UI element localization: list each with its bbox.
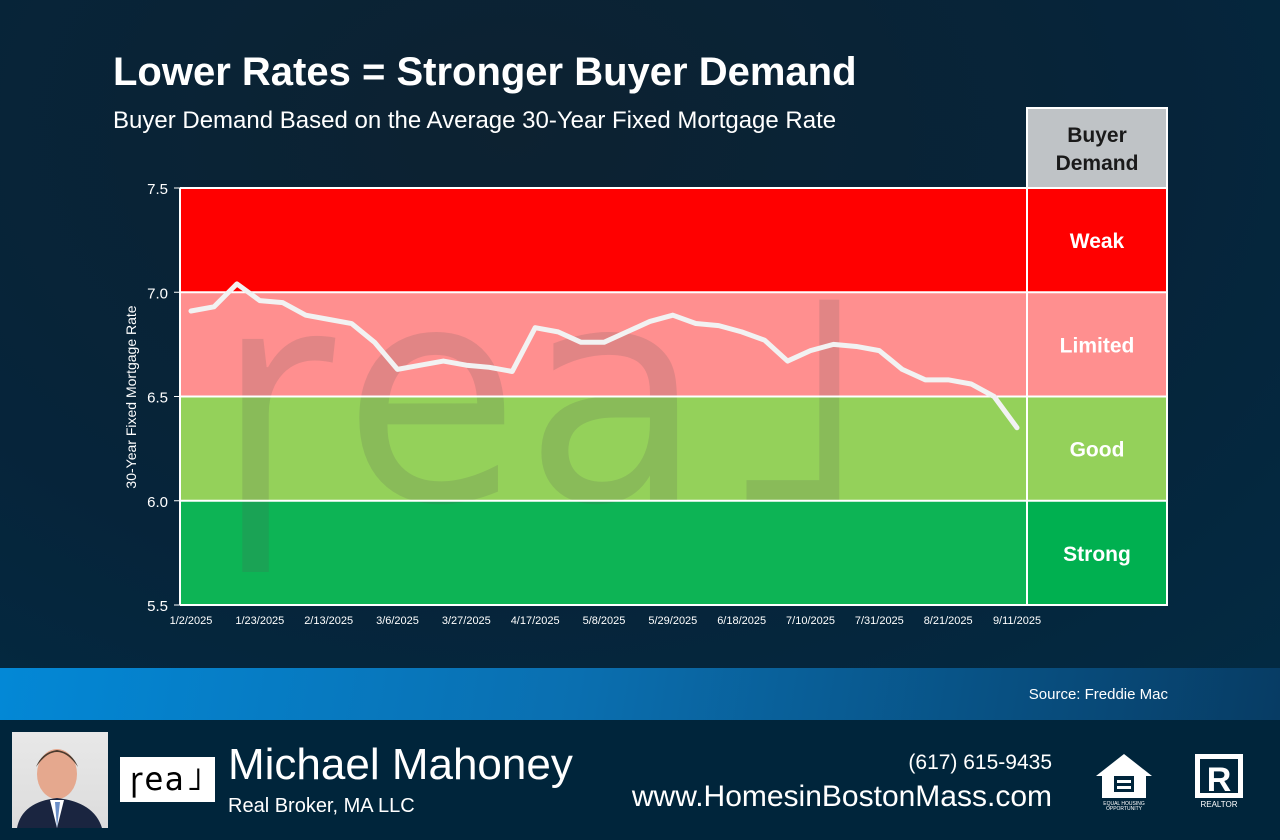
real-watermark: ꞅea˩: [217, 222, 883, 575]
x-tick-label: 7/10/2025: [786, 615, 835, 627]
x-tick-label: 5/8/2025: [583, 615, 626, 627]
zone-good: [180, 396, 1027, 501]
zone-strong: [180, 500, 1027, 605]
agent-portrait-icon: [17, 749, 102, 828]
source-band: [0, 668, 1280, 720]
y-tick-label: 7.0: [147, 285, 168, 302]
svg-text:EQUAL HOUSING: EQUAL HOUSING: [1103, 801, 1145, 807]
legend-cell-weak: [1027, 188, 1167, 293]
agent-name: Michael Mahoney: [228, 740, 573, 789]
y-tick-label: 5.5: [147, 598, 168, 615]
rate-chart: Weak Limited Good Strong ꞅea˩ Buyer Demand 5.5 6…: [123, 107, 1168, 627]
legend-label-weak: Weak: [1070, 230, 1125, 253]
y-tick-label: 6.0: [147, 494, 168, 511]
svg-text:REALTOR: REALTOR: [1200, 800, 1237, 809]
page-subtitle: Buyer Demand Based on the Average 30-Yea…: [113, 107, 837, 134]
x-tick-label: 1/23/2025: [235, 615, 284, 627]
x-tick-label: 2/13/2025: [304, 615, 353, 627]
y-tick-label: 7.5: [147, 181, 168, 198]
zone-weak: [180, 188, 1027, 293]
x-tick-label: 1/2/2025: [170, 615, 213, 627]
svg-text:OPPORTUNITY: OPPORTUNITY: [1106, 806, 1143, 810]
legend-header-cell: [1027, 108, 1167, 188]
legend-label-limited: Limited: [1060, 334, 1135, 357]
x-tick-label: 4/17/2025: [511, 615, 560, 627]
y-tick-label: 6.5: [147, 390, 168, 407]
source-text: Source: Freddie Mac: [1028, 686, 1168, 703]
x-tick-label: 8/21/2025: [924, 615, 973, 627]
x-tick-label: 3/27/2025: [442, 615, 491, 627]
legend-header-text: Buyer: [1067, 124, 1127, 147]
agent-phone[interactable]: (617) 615-9435: [908, 751, 1052, 774]
y-axis-label: 30-Year Fixed Mortgage Rate: [123, 305, 139, 488]
x-tick-label: 3/6/2025: [376, 615, 419, 627]
x-tick-label: 9/11/2025: [993, 615, 1041, 627]
legend-header-text: Demand: [1056, 152, 1139, 175]
agent-website[interactable]: www.HomesinBostonMass.com: [631, 780, 1052, 813]
x-tick-label: 7/31/2025: [855, 615, 904, 627]
real-logo: ꞅea˩: [120, 757, 215, 802]
svg-text:R: R: [1207, 761, 1232, 799]
page-title: Lower Rates = Stronger Buyer Demand: [113, 50, 857, 94]
agent-photo: [12, 732, 108, 828]
legend-border: [1026, 107, 1168, 606]
x-tick-label: 5/29/2025: [648, 615, 697, 627]
x-tick-label: 6/18/2025: [717, 615, 766, 627]
legend-label-good: Good: [1070, 439, 1125, 462]
legend-cell-good: [1027, 396, 1167, 501]
agent-company: Real Broker, MA LLC: [228, 795, 415, 817]
legend-cell-strong: [1027, 500, 1167, 605]
legend-cell-limited: [1027, 292, 1167, 397]
legend-label-strong: Strong: [1063, 543, 1131, 566]
